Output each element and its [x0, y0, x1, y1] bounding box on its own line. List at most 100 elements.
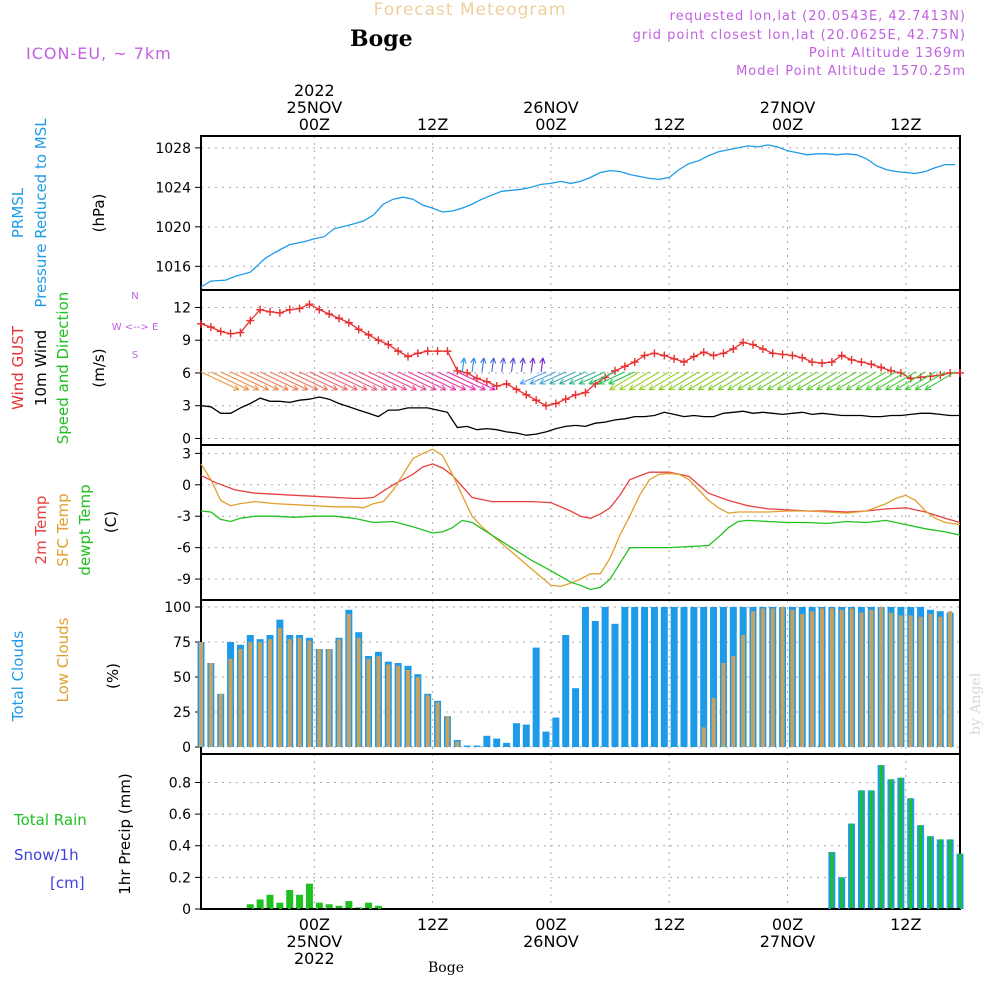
wind-direction-arrow — [648, 371, 680, 391]
bottom-time-tick-label: 12Z — [654, 915, 685, 934]
total-cloud-bar — [473, 745, 481, 747]
wind-direction-arrow — [539, 357, 546, 372]
wind-direction-arrow — [519, 371, 547, 385]
dewpt-line — [200, 510, 961, 591]
low-cloud-bar — [938, 616, 943, 747]
low-cloud-bar — [751, 611, 755, 747]
low-cloud-bar — [859, 612, 864, 747]
gust-marker — [571, 390, 580, 399]
low-cloud-bar — [396, 665, 401, 747]
gust-marker — [709, 351, 718, 360]
low-cloud-bar — [908, 615, 913, 747]
wind-direction-arrow — [407, 371, 447, 391]
rain-bar — [256, 899, 264, 909]
snow-unit-label: [cm] — [50, 874, 85, 892]
gust-marker — [611, 366, 619, 375]
wind-direction-arrow — [776, 371, 808, 391]
wind-direction-arrow — [427, 371, 467, 391]
wind-direction-arrow — [328, 371, 368, 391]
wind-direction-arrow — [619, 371, 650, 391]
bottom-time-tick-label: 00Z — [535, 915, 566, 934]
wind-direction-arrow — [737, 371, 769, 391]
low-cloud-bar — [376, 656, 381, 747]
wind-direction-arrow — [628, 371, 660, 391]
wind-direction-arrow — [747, 371, 778, 391]
gust-marker — [266, 307, 274, 316]
bottom-time-tick-label: 00Z — [772, 915, 803, 934]
gust-marker — [867, 360, 876, 369]
low-cloud-bar — [839, 609, 844, 747]
wind-direction-arrow — [447, 371, 486, 391]
low-cloud-bar — [829, 608, 834, 747]
gust-marker — [463, 368, 472, 377]
total-cloud-bar — [463, 745, 471, 747]
gust-marker — [818, 359, 826, 368]
low-cloud-bar — [948, 611, 953, 747]
gust-marker — [394, 347, 403, 356]
gust-marker — [798, 353, 807, 362]
top-time-tick-label: 25NOV — [287, 98, 343, 117]
top-time-tick-label: 27NOV — [760, 98, 816, 117]
wind-direction-arrow — [259, 371, 299, 391]
gust-marker — [492, 382, 501, 391]
y-tick-label: 12 — [173, 300, 191, 316]
dewpt-label: dewpt Temp — [76, 484, 94, 575]
rain-bar — [276, 902, 284, 909]
wind-direction-arrow — [250, 371, 289, 391]
gust-marker — [660, 351, 669, 360]
low-cloud-bar — [248, 642, 253, 747]
total-cloud-bar — [552, 717, 560, 747]
gust-marker — [236, 328, 245, 337]
low-cloud-bar — [770, 608, 775, 747]
rain-bar — [859, 790, 863, 909]
y-tick-label: 0 — [182, 431, 191, 447]
rain-bar — [889, 779, 893, 909]
gust-marker — [344, 318, 353, 327]
gust-marker — [433, 347, 442, 356]
gust-marker — [758, 344, 767, 353]
pressure-label: PRMSL — [9, 187, 27, 238]
wind-direction-arrow — [598, 371, 626, 385]
low-cloud-bar — [918, 616, 923, 747]
low-cloud-bar — [317, 649, 322, 747]
low-cloud-bar — [208, 663, 213, 747]
y-tick-label: 100 — [164, 600, 191, 616]
low-cloud-bar — [199, 642, 203, 747]
gust-marker — [384, 340, 393, 349]
rain-bar — [919, 825, 923, 909]
station-name: Boge — [350, 26, 413, 52]
wind-direction-arrow — [397, 371, 437, 391]
y-tick-label: 25 — [173, 705, 191, 721]
low-clouds-label: Low Clouds — [54, 617, 72, 702]
wind-direction-arrow — [358, 371, 398, 391]
low-cloud-bar — [731, 656, 736, 747]
low-cloud-bar — [455, 741, 460, 747]
wind-direction-arrow — [865, 371, 897, 391]
wind-direction-arrow — [338, 371, 378, 391]
wind-direction-arrow — [489, 357, 497, 372]
low-cloud-bar — [879, 607, 884, 747]
gust-marker — [315, 305, 324, 314]
total-cloud-bar — [572, 688, 580, 747]
wind-direction-arrow — [368, 371, 407, 391]
wind-direction-arrow — [609, 371, 640, 391]
y-tick-label: 0.8 — [169, 775, 191, 791]
rain-bar — [840, 877, 844, 909]
gust-marker — [680, 358, 688, 367]
wind-direction-arrow — [539, 371, 566, 385]
wind-direction-arrow — [885, 371, 916, 391]
wind-direction-arrow — [230, 371, 269, 391]
gust-marker — [502, 379, 511, 388]
y-tick-label: 9 — [182, 333, 191, 349]
wind-direction-arrow — [480, 357, 487, 372]
wind-direction-arrow — [826, 371, 857, 391]
low-cloud-bar — [721, 663, 726, 747]
low-cloud-bar — [406, 670, 410, 747]
top-time-tick-label: 26NOV — [523, 98, 579, 117]
y-tick-label: 75 — [173, 635, 191, 651]
y-tick-label: 6 — [182, 366, 191, 382]
gust-marker — [226, 329, 235, 338]
low-cloud-bar — [277, 628, 282, 747]
wind-direction-arrow — [348, 371, 388, 391]
total-cloud-bar — [680, 607, 688, 747]
